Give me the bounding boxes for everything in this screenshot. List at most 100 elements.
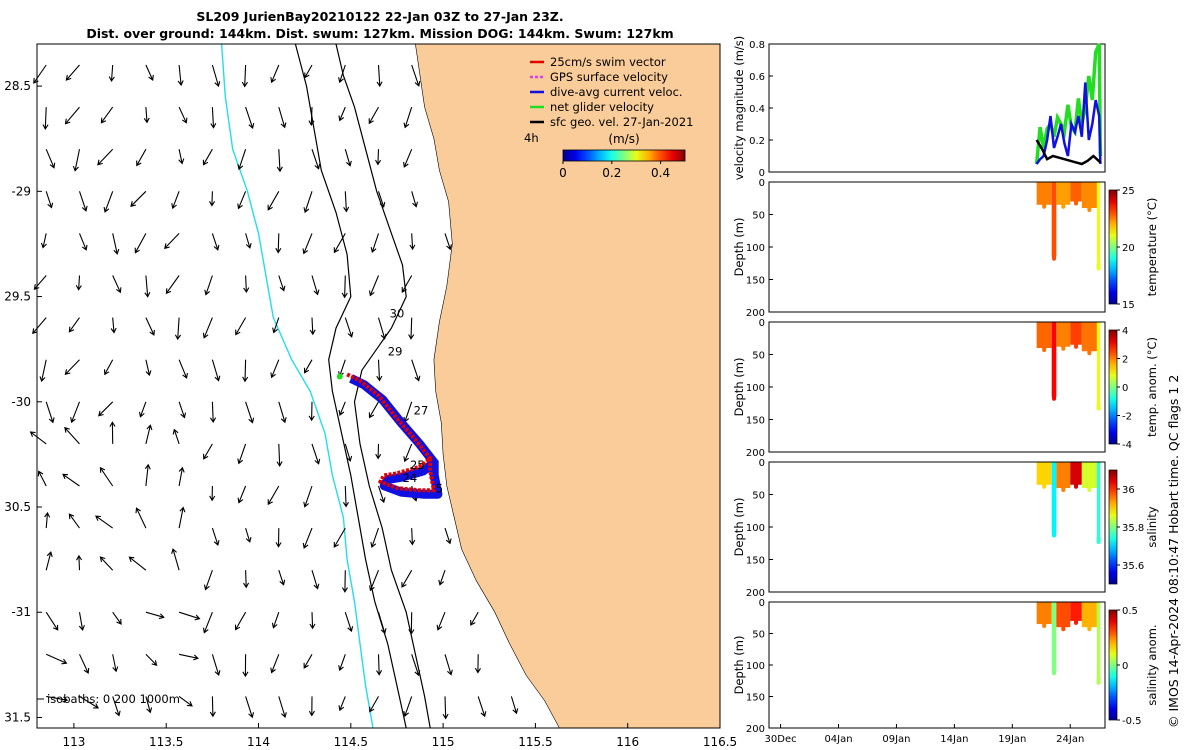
velocity-arrow (209, 191, 216, 207)
profile-colorbar-tick-label: -2 (1122, 412, 1132, 423)
velocity-arrow (237, 191, 247, 210)
velocity-y-tick-label: 0.2 (749, 136, 765, 147)
velocity-arrow (409, 233, 416, 251)
velocity-arrow (211, 527, 220, 547)
velocity-arrow (403, 696, 413, 718)
start-marker (336, 373, 343, 380)
velocity-arrow (130, 190, 147, 207)
map-y-tick-label: 30.5 (4, 500, 31, 514)
velocity-arrow (68, 513, 80, 529)
velocity-arrow (311, 443, 321, 465)
map-x-tick-label: 115.5 (518, 735, 552, 749)
velocity-arrow (303, 654, 313, 669)
velocity-arrow (267, 191, 280, 211)
profile-cell (1096, 322, 1101, 407)
profile-cell (1070, 322, 1082, 345)
profile-y-tick-label: 100 (746, 243, 765, 254)
velocity-arrow (203, 570, 213, 591)
velocity-arrow (271, 612, 280, 629)
velocity-arrow (29, 431, 47, 445)
velocity-arrow (272, 317, 280, 334)
velocity-arrow (304, 64, 313, 79)
velocity-arrow (99, 556, 114, 571)
velocity-arrow (78, 191, 88, 212)
velocity-arrow (408, 612, 415, 635)
velocity-arrow (278, 696, 287, 719)
velocity-arrow (178, 401, 187, 419)
velocity-arrow (202, 317, 213, 339)
profile-cell (1056, 602, 1071, 628)
legend-extra-label: 4h (524, 131, 539, 145)
profile-y-tick-label: 50 (752, 211, 765, 222)
velocity-arrow (377, 317, 387, 340)
map-x-tick-label: 114.5 (334, 735, 368, 749)
profile-cell-tail (1061, 200, 1066, 209)
velocity-arrow (270, 654, 280, 674)
velocity-arrow (411, 359, 421, 382)
colorbar-tick-label: 0 (559, 166, 567, 180)
velocity-arrow (241, 64, 248, 88)
velocity-arrow (32, 317, 47, 335)
velocity-arrow (276, 149, 283, 173)
day-label: 5 (436, 481, 443, 495)
velocity-arrow (145, 653, 158, 666)
velocity-arrow (109, 421, 116, 444)
velocity-arrow (76, 554, 83, 571)
profile-y-tick-label: 50 (752, 351, 765, 362)
profile-y-tick-label: 0 (759, 178, 765, 189)
chart-subtitle: Dist. over ground: 144km. Dist. swum: 12… (86, 26, 674, 41)
profile-colorbar-tick-label: 4 (1122, 326, 1128, 337)
velocity-arrow (444, 654, 453, 676)
velocity-arrow (403, 443, 413, 463)
velocity-arrow (436, 611, 446, 631)
profile-cell-tail (1096, 402, 1101, 411)
velocity-arrow (245, 233, 252, 249)
velocity-arrow (145, 611, 165, 620)
current-velocity-track (349, 374, 443, 499)
profile-cell (1096, 182, 1101, 267)
velocity-arrow (110, 317, 117, 334)
map-y-tick-label: 29.5 (4, 290, 31, 304)
velocity-arrow (145, 424, 153, 445)
legend-entry: net glider velocity (550, 100, 654, 114)
profile-cell (1096, 602, 1101, 681)
velocity-arrow (99, 466, 114, 487)
profile-y-tick-label: 100 (746, 661, 765, 672)
profile-cell-tail (1074, 480, 1079, 489)
legend-entry: 25cm/s swim vector (550, 55, 666, 69)
velocity-arrow (78, 612, 85, 631)
velocity-arrow (375, 149, 382, 166)
velocity-y-tick-label: 0 (759, 168, 765, 179)
profile-y-tick-label: 100 (746, 383, 765, 394)
velocity-arrow (370, 233, 380, 254)
velocity-arrow (341, 570, 348, 593)
profile-cell (1081, 602, 1097, 628)
velocity-arrow (377, 612, 387, 635)
velocity-arrow (136, 148, 147, 167)
velocity-arrow (46, 695, 69, 703)
velocity-arrow (309, 612, 316, 630)
velocity-arrow (278, 570, 286, 586)
profile-colorbar-tick-label: 25 (1122, 186, 1135, 197)
velocity-arrow (97, 148, 114, 166)
velocity-arrow (237, 443, 247, 465)
velocity-arrow (245, 696, 255, 719)
profile-y-tick-label: 150 (746, 693, 765, 704)
velocity-arrow (303, 191, 313, 214)
profile-panel-3: 0 50 100 150 200 Depth (m) 36 35.8 35.6 salinity (732, 458, 1159, 599)
velocity-arrow (338, 654, 346, 672)
profile-cell (1051, 462, 1057, 534)
velocity-arrow (278, 401, 287, 424)
profile-colorbar-tick-label: 35.8 (1122, 523, 1144, 534)
velocity-arrow (211, 233, 220, 251)
map-x-tick-label: 116.5 (703, 735, 737, 749)
profile-colorbar (1108, 329, 1118, 445)
isobath-legend: isobaths: 0 200 1000m (47, 692, 180, 706)
velocity-arrow (237, 485, 247, 504)
profile-cell-tail (1052, 392, 1057, 401)
isobath-1000m (220, 43, 374, 729)
velocity-arrow (112, 275, 122, 294)
velocity-arrow (171, 191, 180, 210)
velocity-arrow (368, 401, 379, 419)
velocity-arrow (44, 511, 51, 529)
